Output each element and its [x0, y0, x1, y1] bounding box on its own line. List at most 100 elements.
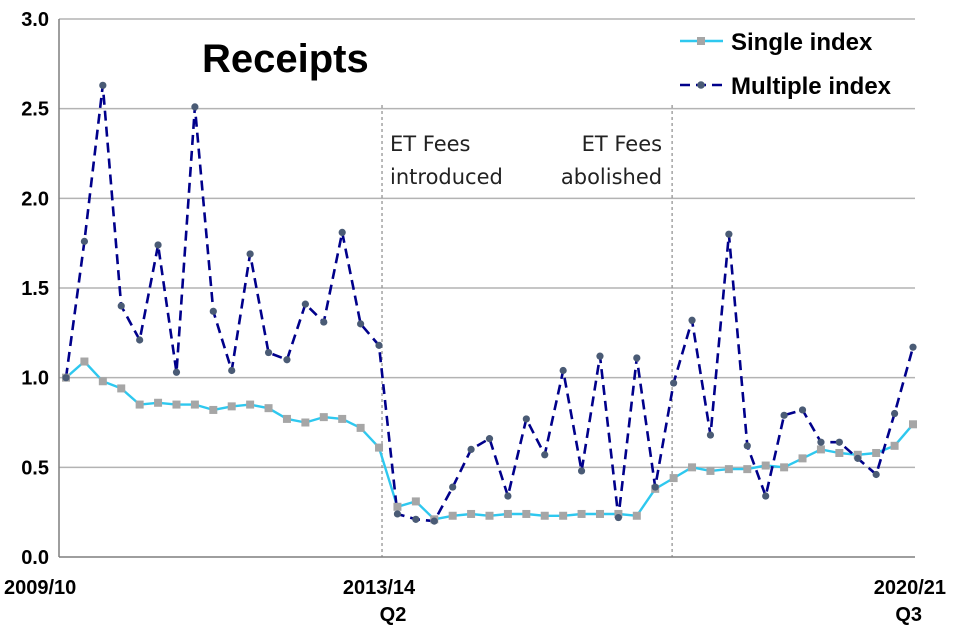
single-index-point	[282, 414, 291, 423]
multiple-index-point	[449, 483, 457, 491]
multiple-index-point	[743, 442, 751, 450]
single-index-point	[632, 511, 641, 520]
single-index-point	[448, 511, 457, 520]
event-annotation: ET Fees	[390, 132, 470, 156]
y-tick-label: 0.5	[21, 457, 49, 479]
single-index-point	[117, 384, 126, 393]
legend-swatch-marker	[697, 81, 705, 89]
single-index-point	[190, 400, 199, 409]
legend-swatch-marker	[697, 37, 705, 45]
y-tick-label: 3.0	[21, 9, 49, 31]
multiple-index-point	[541, 451, 549, 459]
y-tick-label: 2.0	[21, 188, 49, 210]
x-tick-label: 2020/21	[874, 577, 946, 599]
event-annotation: introduced	[390, 165, 503, 189]
y-axis-ticks: 0.0 0.5 1.0 1.5 2.0 2.5 3.0	[21, 9, 49, 569]
single-index-point	[209, 405, 218, 414]
multiple-index-point	[80, 237, 89, 245]
single-index-point	[154, 398, 163, 407]
multiple-index-point	[504, 492, 512, 500]
single-index-point	[356, 423, 365, 432]
multiple-index-point	[228, 366, 236, 375]
single-index-point	[485, 511, 494, 520]
single-index-point	[393, 502, 402, 511]
single-index-point	[706, 466, 715, 475]
multiple-index-point	[357, 320, 365, 328]
multiple-index-point	[688, 316, 696, 324]
legend: Single index Multiple index	[680, 29, 892, 100]
single-index-point	[724, 465, 733, 474]
multiple-index-point	[412, 515, 420, 523]
y-tick-label: 2.5	[21, 99, 49, 121]
x-tick-label: 2009/10	[4, 577, 76, 599]
single-index-point	[872, 448, 881, 457]
multiple-index-point	[725, 230, 733, 238]
multiple-index-point	[117, 302, 125, 310]
chart-title: Receipts	[202, 37, 369, 81]
single-index-point	[688, 463, 697, 472]
single-index-point	[467, 509, 476, 518]
single-index-point	[909, 420, 917, 429]
x-axis-ticks: 2009/10 2013/14 Q2 2020/21 Q3	[4, 577, 946, 626]
y-tick-label: 1.5	[21, 278, 49, 300]
single-index-point	[264, 404, 273, 413]
multiple-index-point	[798, 406, 807, 414]
multiple-index-point	[191, 103, 199, 111]
multiple-index-point	[172, 368, 181, 376]
single-index-point	[172, 400, 181, 409]
multiple-index-point	[62, 374, 70, 382]
single-index-point	[80, 357, 89, 366]
x-tick-sublabel: Q3	[895, 604, 922, 626]
axes	[58, 19, 915, 558]
multiple-index-point	[909, 343, 917, 351]
single-index-point	[98, 377, 107, 386]
multiple-index-point	[872, 470, 880, 479]
single-index-point	[816, 445, 825, 454]
event-annotation: abolished	[561, 165, 662, 189]
annotations: ET Fees introduced ET Fees abolished	[390, 132, 662, 189]
single-index-point	[890, 441, 899, 450]
single-index-point	[743, 465, 752, 474]
single-index-point	[577, 509, 586, 518]
x-tick-label: 2013/14	[343, 577, 416, 599]
single-index-point	[595, 509, 604, 518]
multiple-index-point	[614, 513, 622, 522]
single-index-point	[540, 511, 549, 520]
multiple-index-point	[99, 81, 107, 89]
single-index-point	[522, 509, 531, 518]
multiple-index-point	[651, 483, 659, 491]
single-index-point	[503, 509, 512, 518]
multiple-index-point	[817, 438, 825, 446]
legend-label: Single index	[731, 29, 873, 56]
multiple-index-point	[393, 510, 402, 518]
multiple-index-point	[338, 228, 346, 237]
multiple-index-point	[670, 379, 678, 387]
single-index-point	[227, 402, 236, 411]
multiple-index-point	[854, 454, 862, 462]
multiple-index-point	[467, 445, 475, 453]
multiple-index-point	[835, 438, 843, 446]
single-index-point	[559, 511, 568, 520]
multiple-index-point	[301, 300, 309, 308]
multiple-index-point	[522, 415, 530, 423]
single-index-point	[135, 400, 144, 409]
multiple-index-point	[320, 318, 328, 326]
single-index-point	[780, 463, 789, 472]
single-index-point	[761, 461, 770, 470]
multiple-index-point	[706, 431, 715, 439]
multiple-index-point	[264, 348, 273, 357]
single-index-point	[835, 448, 844, 457]
y-tick-label: 0.0	[21, 547, 49, 569]
multiple-index-point	[559, 366, 567, 375]
event-annotation: ET Fees	[582, 132, 662, 156]
multiple-index-point	[283, 356, 291, 364]
multiple-index-point	[780, 411, 788, 419]
legend-label: Multiple index	[731, 73, 892, 100]
single-index-point	[669, 474, 678, 483]
multiple-index-point	[596, 352, 604, 360]
multiple-index-point	[577, 467, 586, 475]
multiple-index-point	[633, 354, 641, 362]
single-index-point	[798, 454, 807, 463]
multiple-index-point	[485, 435, 494, 443]
